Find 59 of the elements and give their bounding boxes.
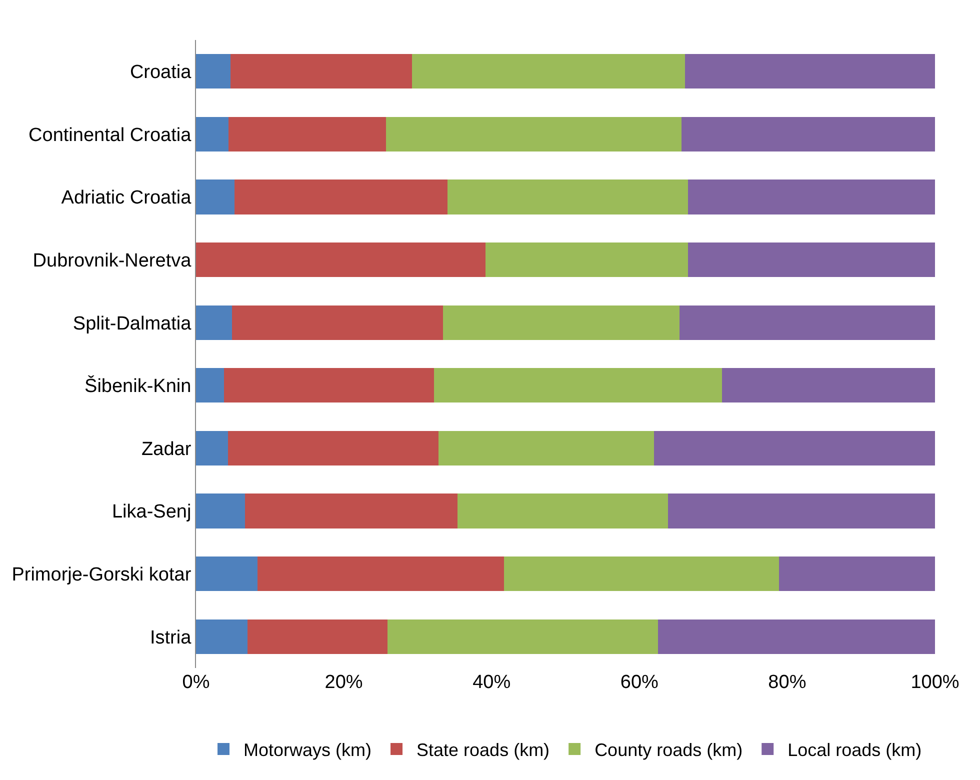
bar [196, 430, 228, 466]
y-tick-label: Continental Croatia [28, 124, 192, 146]
bar [412, 54, 686, 89]
bar [228, 430, 438, 466]
bar [442, 305, 680, 340]
bar [387, 619, 658, 654]
bar [438, 430, 654, 466]
y-tick-label: Šibenik-Knin [84, 375, 192, 398]
y-tick-label: Zadar [142, 438, 192, 460]
bar [688, 242, 935, 278]
y-tick-label: Istria [150, 627, 192, 648]
bar [196, 556, 258, 592]
bar [682, 116, 935, 152]
y-tick-label: Lika-Senj [112, 502, 192, 523]
bar [486, 242, 688, 278]
bar [228, 116, 386, 152]
bar [722, 368, 935, 403]
legend-label: State roads (km) [416, 740, 550, 760]
bar [688, 180, 935, 214]
bar [230, 54, 412, 89]
bar [434, 368, 722, 403]
legend-label: County roads (km) [594, 740, 743, 760]
bar [196, 619, 248, 654]
bar [386, 116, 682, 152]
y-tick-label: Dubrovnik-Neretva [32, 250, 192, 272]
x-tick-label: 20% [324, 672, 363, 693]
bar [248, 619, 388, 654]
legend-label: Motorways (km) [244, 740, 372, 760]
bar [458, 494, 668, 528]
x-tick-label: 60% [620, 672, 659, 693]
bar [224, 368, 434, 403]
y-tick-label: Croatia [130, 62, 192, 84]
bar [196, 54, 231, 89]
bar [196, 305, 232, 340]
bar [668, 494, 935, 528]
bar [504, 556, 780, 592]
x-tick-label: 80% [768, 672, 806, 693]
bar [447, 180, 688, 214]
y-tick-label: Primorje-Gorski kotar [12, 564, 192, 586]
bar [196, 180, 234, 214]
bar [244, 494, 458, 528]
legend-label: Local roads (km) [788, 740, 922, 760]
bar [679, 305, 935, 340]
bar [232, 305, 443, 340]
bar [234, 180, 448, 214]
bar [196, 494, 245, 528]
bar [196, 242, 486, 278]
bar [779, 556, 935, 592]
x-tick-label: 40% [472, 672, 511, 693]
bar [654, 430, 935, 466]
x-tick-label: 100% [910, 672, 960, 693]
bar [196, 368, 224, 403]
y-tick-label: Split-Dalmatia [72, 313, 192, 334]
x-tick-label: 0% [182, 672, 210, 693]
y-tick-label: Adriatic Croatia [61, 188, 192, 209]
bar [196, 116, 229, 152]
bar [658, 619, 935, 654]
bar [685, 54, 935, 89]
bar [257, 556, 504, 592]
